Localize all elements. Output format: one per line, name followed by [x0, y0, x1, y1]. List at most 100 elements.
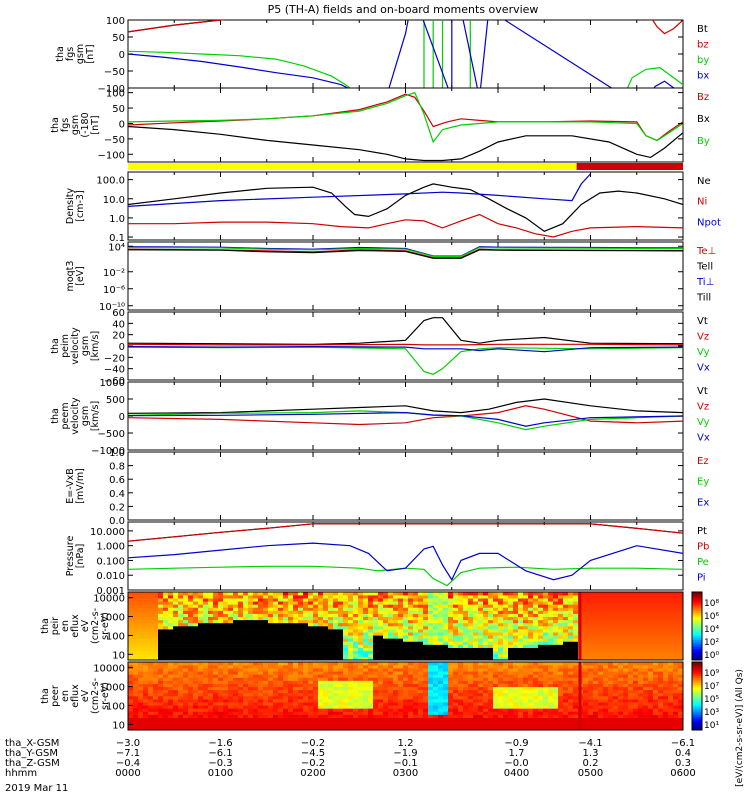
heat-cell — [173, 671, 178, 674]
heat-cell — [503, 626, 508, 629]
heat-cell — [198, 611, 203, 614]
heat-cell — [173, 662, 178, 665]
heat-cell — [218, 632, 223, 635]
heat-cell — [128, 693, 133, 696]
heat-cell — [328, 674, 333, 677]
heat-cell — [328, 626, 333, 629]
heat-cell — [153, 705, 158, 708]
heat-cell — [528, 614, 533, 617]
heat-cell — [543, 626, 548, 629]
heat-cell — [613, 638, 618, 641]
heat-cell — [148, 681, 153, 684]
heat-cell — [288, 595, 293, 598]
heat-cell — [363, 721, 368, 724]
heat-cell — [133, 665, 138, 668]
heat-cell — [528, 626, 533, 629]
heat-cell — [258, 595, 263, 598]
heat-cell — [508, 641, 513, 644]
heat-cell — [468, 674, 473, 677]
heat-cell — [223, 662, 228, 665]
heat-cell — [348, 702, 353, 705]
heat-cell — [338, 626, 343, 629]
heat-cell — [413, 668, 418, 671]
heat-cell — [158, 611, 163, 614]
heat-cell — [438, 598, 443, 601]
heat-cell — [598, 620, 603, 623]
heat-cell — [563, 607, 568, 610]
heat-cell — [563, 699, 568, 702]
heat-cell — [573, 708, 578, 711]
heat-cell — [623, 651, 628, 654]
heat-cell — [153, 638, 158, 641]
heat-cell — [418, 592, 423, 595]
heat-cell — [183, 677, 188, 680]
heat-cell — [288, 693, 293, 696]
heat-cell — [263, 718, 268, 721]
heat-cell — [463, 617, 468, 620]
heat-cell — [413, 604, 418, 607]
heat-cell — [558, 721, 563, 724]
heat-cell — [348, 705, 353, 708]
heat-cell — [628, 620, 633, 623]
heat-cell — [158, 592, 163, 595]
heat-cell — [438, 635, 443, 638]
heat-cell — [358, 662, 363, 665]
heat-cell — [423, 651, 428, 654]
heat-cell — [378, 708, 383, 711]
heat-cell — [428, 681, 433, 684]
heat-cell — [458, 671, 463, 674]
heat-cell — [413, 648, 418, 651]
heat-cell — [318, 677, 323, 680]
heat-cell — [328, 617, 333, 620]
heat-cell — [588, 601, 593, 604]
heat-cell — [288, 724, 293, 727]
heat-cell — [388, 607, 393, 610]
heat-cell — [153, 662, 158, 665]
heat-cell — [333, 635, 338, 638]
heat-cell — [473, 699, 478, 702]
heat-cell — [363, 668, 368, 671]
heat-cell — [538, 629, 543, 632]
heat-cell — [333, 632, 338, 635]
heat-cell — [183, 699, 188, 702]
heat-cell — [513, 696, 518, 699]
heat-cell — [208, 702, 213, 705]
heat-cell — [548, 611, 553, 614]
heat-cell — [613, 598, 618, 601]
heat-cell — [548, 635, 553, 638]
heat-cell — [298, 674, 303, 677]
heat-cell — [653, 617, 658, 620]
heat-cell — [528, 651, 533, 654]
heat-cell — [228, 705, 233, 708]
heat-cell — [313, 617, 318, 620]
heat-cell — [303, 693, 308, 696]
heat-cell — [373, 620, 378, 623]
heat-cell — [443, 687, 448, 690]
heat-cell — [433, 668, 438, 671]
heat-cell — [503, 708, 508, 711]
heat-cell — [438, 617, 443, 620]
heat-cell — [448, 592, 453, 595]
heat-cell — [598, 604, 603, 607]
heat-cell — [673, 601, 678, 604]
heat-cell — [448, 668, 453, 671]
heat-cell — [428, 696, 433, 699]
heat-cell — [473, 641, 478, 644]
heat-cell — [243, 690, 248, 693]
heat-cell — [628, 604, 633, 607]
heat-cell — [488, 724, 493, 727]
heat-cell — [208, 617, 213, 620]
heat-cell — [143, 632, 148, 635]
heat-cell — [283, 665, 288, 668]
heat-cell — [608, 611, 613, 614]
heat-cell — [483, 721, 488, 724]
heat-cell — [368, 614, 373, 617]
heat-cell — [398, 604, 403, 607]
heat-cell — [238, 641, 243, 644]
heat-cell — [518, 690, 523, 693]
heat-cell — [298, 721, 303, 724]
heat-cell — [458, 623, 463, 626]
heat-cell — [563, 601, 568, 604]
heat-cell — [443, 638, 448, 641]
heat-cell — [198, 705, 203, 708]
